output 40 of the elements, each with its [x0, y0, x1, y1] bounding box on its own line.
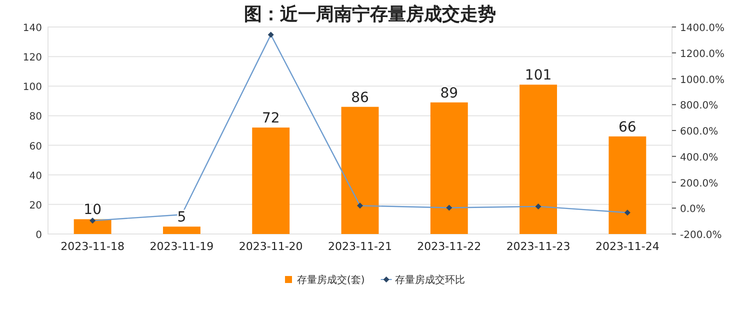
x-tick-label: 2023-11-22: [417, 240, 482, 253]
x-tick-label: 2023-11-18: [60, 240, 125, 253]
data-label: 66: [618, 119, 636, 136]
y-tick-label: 60: [29, 141, 42, 152]
bar: [162, 226, 200, 234]
y2-tick-label: 600.0%: [680, 126, 718, 138]
y-tick-label: 40: [29, 170, 42, 182]
x-tick-label: 2023-11-20: [238, 240, 303, 253]
data-label: 72: [262, 110, 280, 127]
y2-tick-label: 0.0%: [680, 204, 706, 216]
legend-label: 存量房成交环比: [394, 274, 465, 286]
bar: [430, 102, 468, 234]
y-tick-label: 0: [36, 230, 42, 241]
y2-tick-label: 200.0%: [680, 178, 718, 190]
y2-tick-label: 800.0%: [680, 100, 718, 112]
bar: [341, 106, 379, 234]
x-tick-label: 2023-11-24: [595, 240, 660, 253]
legend-label: 存量房成交(套): [297, 274, 365, 286]
y-tick-label: 140: [22, 23, 42, 34]
x-tick-label: 2023-11-19: [150, 240, 214, 253]
y2-tick-label: 1400.0%: [680, 23, 724, 34]
data-label: 86: [351, 90, 369, 106]
y2-tick-label: 400.0%: [680, 152, 718, 164]
y2-tick-label: 1200.0%: [680, 48, 724, 60]
bar: [252, 128, 290, 234]
data-label: 101: [524, 68, 552, 84]
y-tick-label: 120: [22, 52, 42, 64]
x-tick-label: 2023-11-23: [506, 240, 570, 253]
y2-tick-label: 1000.0%: [680, 74, 724, 86]
y-tick-label: 80: [29, 112, 42, 123]
bar: [74, 219, 112, 234]
bar: [608, 136, 646, 234]
data-label: 10: [84, 202, 102, 218]
y2-tick-label: -200.0%: [680, 230, 722, 241]
x-tick-label: 2023-11-21: [328, 240, 392, 253]
bar: [520, 84, 558, 234]
data-label: 89: [440, 85, 458, 102]
chart-title: 图：近一周南宁存量房成交走势: [244, 4, 496, 25]
y-tick-label: 100: [22, 82, 42, 94]
y-tick-label: 20: [29, 200, 42, 212]
